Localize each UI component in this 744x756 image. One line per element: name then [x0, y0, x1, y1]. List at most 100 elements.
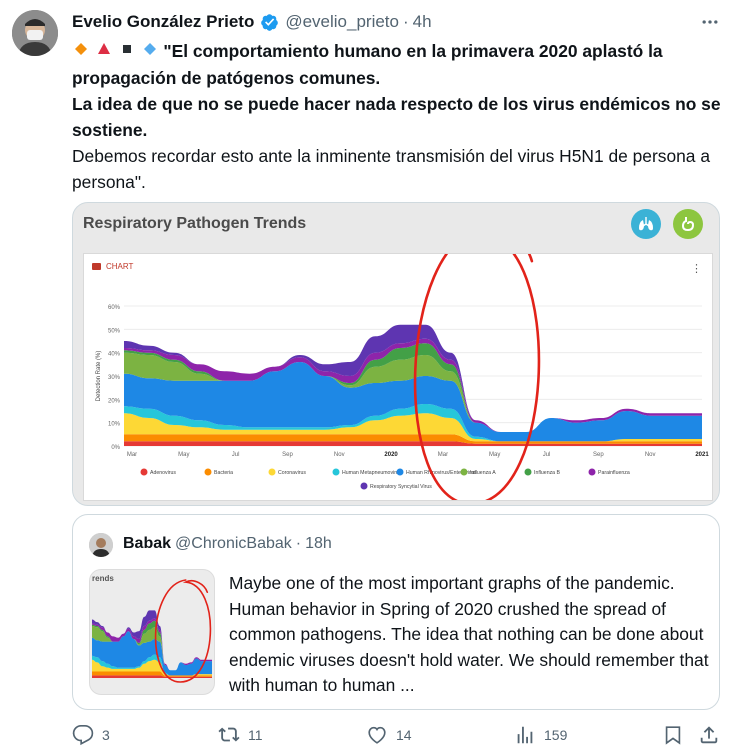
tweet-media[interactable]: Respiratory Pathogen Trends ⋮ CHART 0% 10…	[72, 202, 720, 506]
x-tick-label: Sep	[593, 452, 604, 458]
area-adenovirus	[124, 441, 702, 446]
stomach-icon	[673, 209, 703, 239]
y-tick-label: 50%	[108, 328, 121, 334]
legend-swatch	[588, 468, 596, 476]
x-tick-label: 2021	[695, 452, 709, 458]
quote-thumbnail-chart	[92, 579, 212, 683]
area-human-rhinovirus-enterovirus	[124, 362, 702, 442]
x-tick-label: May	[489, 452, 500, 458]
reply-icon	[72, 725, 94, 746]
red-annotation-circle	[154, 579, 212, 683]
blue-diamond-icon	[141, 39, 159, 65]
media-chart-title: Respiratory Pathogen Trends	[83, 215, 307, 232]
quoted-tweet[interactable]: Babak @ChronicBabak · 18h rends Maybe on…	[72, 514, 720, 710]
retweet-button[interactable]: 11	[218, 724, 263, 746]
chart-label: CHART	[106, 262, 134, 271]
tweet-text-normal: Debemos recordar esto ante la inminente …	[72, 146, 710, 193]
red-annotation-circle	[413, 254, 541, 500]
like-button[interactable]: 14	[366, 724, 412, 746]
author-name[interactable]: Evelio González Prieto	[72, 12, 255, 31]
quote-text: Maybe one of the most important graphs o…	[229, 573, 709, 695]
area-coronavirus	[124, 413, 702, 442]
tweet-header: Evelio González Prieto @evelio_prieto · …	[72, 10, 432, 34]
action-bar: 3 11 14 159	[72, 722, 720, 752]
legend-swatch	[332, 468, 340, 476]
chart-menu-icon[interactable]: ⋮	[691, 263, 702, 275]
retweet-icon	[218, 727, 240, 742]
area-human-metapneumovirus	[92, 654, 212, 676]
quote-thumb-title: rends	[92, 574, 114, 583]
y-tick-label: 20%	[108, 398, 121, 404]
legend-swatch	[204, 468, 212, 476]
legend-label: Bacteria	[214, 470, 233, 476]
legend-swatch	[268, 468, 276, 476]
x-tick-label: Mar	[127, 452, 137, 458]
legend-swatch	[524, 468, 532, 476]
more-options-icon[interactable]	[698, 10, 722, 34]
legend-label: Influenza B	[534, 470, 560, 476]
x-tick-label: Jul	[543, 452, 551, 458]
chart-card: ⋮ CHART 0% 10% 20% 30% 40% 50% 60% Detection Ra…	[83, 253, 713, 501]
area-bacteria	[92, 671, 212, 677]
legend-label: Respiratory Syncytial Virus	[370, 484, 432, 490]
tweet-text-bold-1: "El comportamiento humano en la primaver…	[72, 41, 663, 89]
lungs-icon	[631, 209, 661, 239]
author-handle[interactable]: @evelio_prieto	[285, 12, 399, 31]
tweet-timestamp[interactable]: 4h	[412, 12, 432, 31]
legend-label: Influenza A	[470, 470, 496, 476]
retweet-count: 11	[248, 727, 263, 743]
quote-media-thumbnail[interactable]: rends	[89, 569, 215, 695]
tweet-text: "El comportamiento humano en la primaver…	[72, 38, 722, 195]
red-triangle-icon	[95, 39, 113, 65]
y-tick-label: 0%	[111, 445, 120, 451]
views-bar-chart-icon	[517, 726, 533, 744]
bookmark-icon	[665, 726, 681, 745]
x-tick-label: Nov	[334, 452, 345, 458]
legend-label: Adenovirus	[150, 470, 176, 476]
reply-count: 3	[102, 727, 110, 743]
separator-dot: ·	[402, 12, 409, 31]
like-count: 14	[396, 727, 412, 743]
quote-author-handle[interactable]: @ChronicBabak	[175, 535, 292, 552]
y-tick-label: 60%	[108, 305, 121, 311]
legend-swatch	[360, 482, 368, 490]
area-coronavirus	[92, 659, 212, 676]
y-axis-label: Detection Rate (%)	[96, 351, 102, 402]
legend-label: Coronavirus	[278, 470, 306, 476]
x-tick-label: 2020	[384, 452, 398, 458]
views-button[interactable]: 159	[514, 724, 567, 746]
legend-swatch	[396, 468, 404, 476]
verified-badge-icon	[260, 13, 279, 32]
y-tick-label: 40%	[108, 352, 121, 358]
chart-label-icon	[92, 263, 101, 270]
area-bacteria	[124, 434, 702, 444]
quote-author-name[interactable]: Babak	[123, 535, 172, 552]
bookmark-button[interactable]	[662, 724, 684, 746]
legend-label: Parainfluenza	[598, 470, 630, 476]
legend-label: Human Rhinovirus/Enterovirus	[406, 470, 477, 476]
share-button[interactable]	[698, 724, 720, 746]
area-influenza-a	[92, 626, 212, 671]
x-tick-label: Mar	[438, 452, 448, 458]
area-human-rhinovirus-enterovirus	[92, 631, 212, 676]
quote-timestamp[interactable]: 18h	[305, 535, 332, 552]
avatar-image	[12, 10, 58, 56]
views-count: 159	[544, 727, 568, 743]
x-tick-label: Sep	[282, 452, 293, 458]
y-tick-label: 30%	[108, 375, 121, 381]
black-square-icon	[118, 39, 136, 65]
quote-avatar-image	[89, 533, 113, 557]
x-tick-label: May	[178, 452, 189, 458]
reply-button[interactable]: 3	[72, 724, 110, 746]
author-avatar[interactable]	[12, 10, 58, 56]
heart-icon	[368, 726, 386, 744]
respiratory-pathogen-chart: 0% 10% 20% 30% 40% 50% 60% Detection Rate (%) Ma…	[96, 254, 709, 500]
orange-diamond-icon	[72, 39, 90, 65]
legend-swatch	[460, 468, 468, 476]
quote-separator-dot: ·	[295, 535, 302, 552]
area-adenovirus	[92, 675, 212, 678]
legend-swatch	[140, 468, 148, 476]
share-icon	[700, 726, 718, 744]
quote-author-avatar[interactable]	[89, 533, 113, 557]
y-tick-label: 10%	[108, 422, 121, 428]
